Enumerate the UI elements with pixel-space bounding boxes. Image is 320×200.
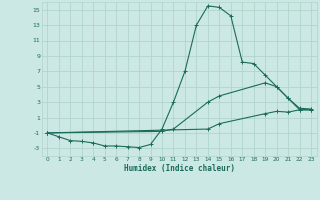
X-axis label: Humidex (Indice chaleur): Humidex (Indice chaleur) — [124, 164, 235, 173]
